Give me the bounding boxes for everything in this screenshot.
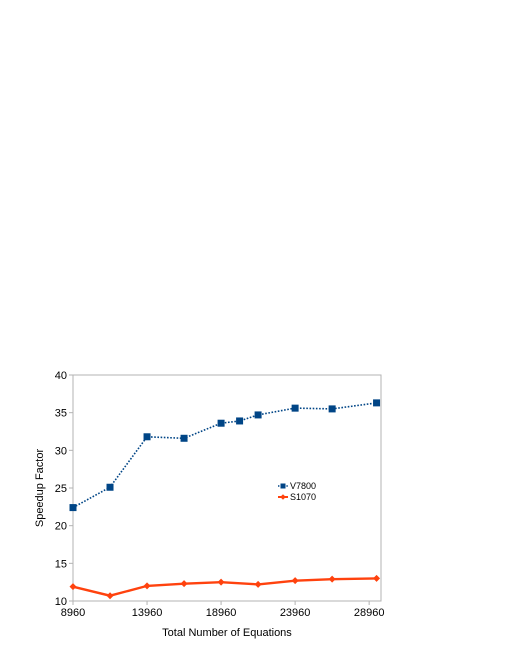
x-tick-label: 13960 [132,607,163,619]
data-point [69,583,77,591]
data-point [254,411,262,419]
series-layer [69,399,381,600]
data-point [217,419,225,427]
data-point [254,580,262,588]
data-point [106,483,114,491]
x-tick-label: 8960 [61,607,85,619]
legend-label: V7800 [290,481,316,491]
y-axis-ticks: 10 15 20 25 30 35 40 [55,370,73,608]
x-axis-ticks: 8960 13960 18960 23960 28960 [61,601,385,619]
series-v7800 [69,399,381,512]
data-point [373,574,381,582]
data-point [180,434,188,442]
y-tick-label: 25 [55,483,67,495]
x-axis-title: Total Number of Equations [162,627,292,639]
x-tick-label: 23960 [280,607,311,619]
y-axis-title: Speedup Factor [34,449,46,528]
data-point [291,404,299,412]
series-line [72,402,377,509]
data-point [328,575,336,583]
legend-item: V7800 [278,481,316,491]
y-tick-label: 20 [55,521,67,533]
legend-item: S1070 [278,492,316,502]
data-point [373,399,381,407]
y-tick-label: 30 [55,445,67,457]
x-tick-label: 28960 [354,607,385,619]
data-point [143,433,151,441]
data-point [217,578,225,586]
data-point [143,582,151,590]
data-point [328,405,336,413]
series-s1070 [69,574,381,600]
data-point [69,504,77,512]
data-point [236,417,244,425]
data-point [106,592,114,600]
y-tick-label: 10 [55,596,67,608]
legend-marker [280,483,286,489]
y-tick-label: 15 [55,558,67,570]
y-tick-label: 35 [55,408,67,420]
y-tick-label: 40 [55,370,67,382]
data-point [291,577,299,585]
legend-marker [280,494,286,500]
x-tick-label: 18960 [206,607,237,619]
legend-label: S1070 [290,492,316,502]
data-point [180,580,188,588]
